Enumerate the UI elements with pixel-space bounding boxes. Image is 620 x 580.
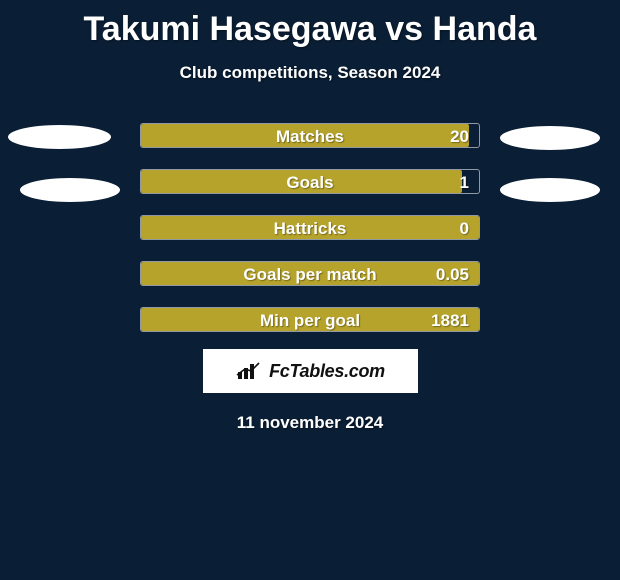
- stat-value: 20: [450, 124, 469, 148]
- stat-row: Goals1: [0, 169, 620, 194]
- stat-value: 1: [460, 170, 469, 194]
- stat-bar: Goals1: [140, 169, 480, 194]
- stat-row: Goals per match0.05: [0, 261, 620, 286]
- stat-value: 0: [460, 216, 469, 240]
- stat-value: 0.05: [436, 262, 469, 286]
- stat-label: Min per goal: [141, 308, 479, 332]
- stat-bar: Hattricks0: [140, 215, 480, 240]
- stat-bar: Goals per match0.05: [140, 261, 480, 286]
- stat-label: Matches: [141, 124, 479, 148]
- stat-value: 1881: [431, 308, 469, 332]
- stat-bar: Min per goal1881: [140, 307, 480, 332]
- page-subtitle: Club competitions, Season 2024: [0, 63, 620, 83]
- date-label: 11 november 2024: [0, 413, 620, 433]
- stat-rows: Matches20 Goals1 Hattricks0 Goals per match…: [0, 123, 620, 332]
- stat-row: Matches20: [0, 123, 620, 148]
- stat-row: Min per goal1881: [0, 307, 620, 332]
- site-logo: FcTables.com: [203, 349, 418, 393]
- logo-text: FcTables.com: [269, 361, 385, 382]
- stat-bar: Matches20: [140, 123, 480, 148]
- page-title: Takumi Hasegawa vs Handa: [0, 0, 620, 49]
- stat-row: Hattricks0: [0, 215, 620, 240]
- stat-label: Goals: [141, 170, 479, 194]
- stat-label: Goals per match: [141, 262, 479, 286]
- bar-chart-icon: [235, 361, 263, 381]
- stat-label: Hattricks: [141, 216, 479, 240]
